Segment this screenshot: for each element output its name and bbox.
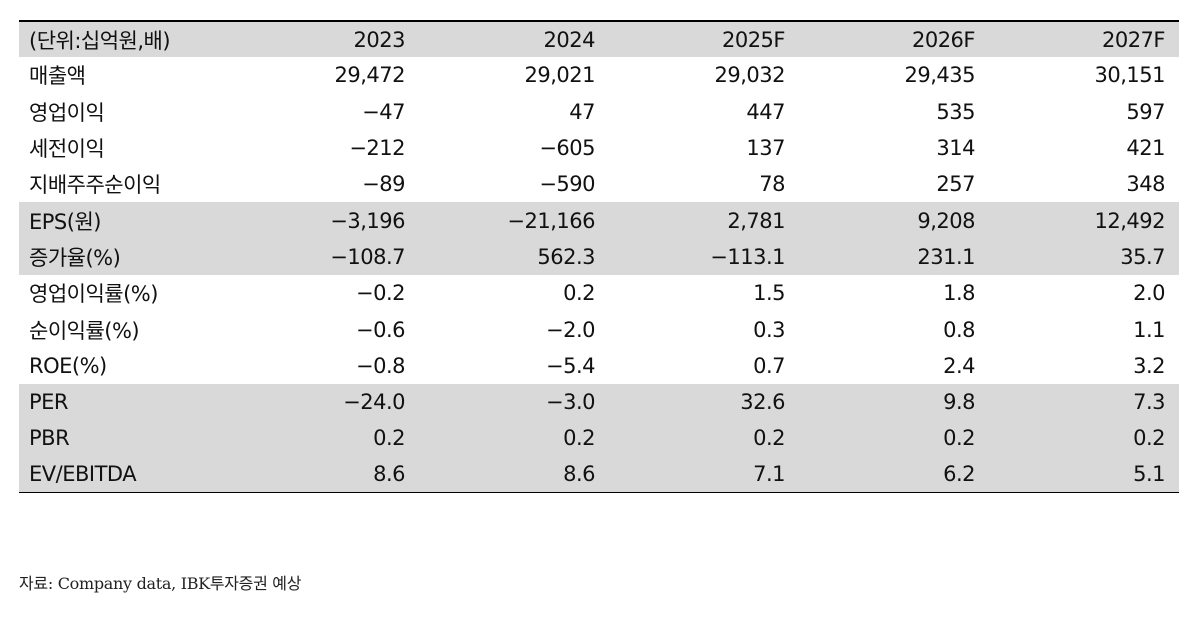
header-unit: (단위:십억원,배)	[29, 28, 171, 53]
table-cell: 1.5	[753, 281, 785, 306]
table-cell: −47	[362, 99, 405, 124]
table-cell: −212	[349, 136, 405, 161]
row-label: 지배주주순이익	[29, 173, 161, 198]
header-year: 2024	[543, 27, 596, 52]
table-row: 세전이익 −212 −605 137 314 421	[19, 130, 1179, 166]
table-cell: 8.6	[373, 462, 405, 487]
row-label: 영업이익률(%)	[29, 282, 158, 307]
table-cell: −89	[362, 172, 405, 197]
table-cell: 35.7	[1120, 244, 1165, 269]
table-row: PBR 0.2 0.2 0.2 0.2 0.2	[19, 420, 1179, 457]
header-year: 2023	[353, 27, 406, 52]
table-cell: −21,166	[507, 208, 595, 233]
table-cell: 0.2	[943, 426, 975, 451]
table-cell: 562.3	[537, 244, 595, 269]
table-cell: 32.6	[740, 390, 785, 415]
table-row: 순이익률(%) −0.6 −2.0 0.3 0.8 1.1	[19, 311, 1179, 347]
financial-summary-table-container: (단위:십억원,배) 2023 2024 2025F 2026F 2027F 매…	[19, 20, 1179, 493]
table-cell: −113.1	[710, 244, 785, 269]
table-cell: 78	[759, 172, 785, 197]
table-cell: 231.1	[917, 244, 975, 269]
table-cell: 535	[936, 99, 975, 124]
table-cell: 2.0	[1133, 281, 1165, 306]
header-year: 2027F	[1101, 27, 1166, 52]
table-cell: 314	[936, 136, 975, 161]
table-cell: 348	[1126, 172, 1165, 197]
row-label: PER	[29, 390, 69, 415]
financial-summary-table: (단위:십억원,배) 2023 2024 2025F 2026F 2027F 매…	[19, 20, 1179, 493]
row-label: 증가율(%)	[29, 245, 121, 270]
table-cell: −605	[539, 136, 595, 161]
table-cell: 12,492	[1094, 208, 1166, 233]
table-cell: −2.0	[546, 317, 596, 342]
table-row: 영업이익률(%) −0.2 0.2 1.5 1.8 2.0	[19, 275, 1179, 311]
table-row: ROE(%) −0.8 −5.4 0.7 2.4 3.2	[19, 348, 1179, 384]
table-cell: 0.8	[943, 317, 975, 342]
table-cell: 1.8	[943, 281, 975, 306]
table-cell: 47	[569, 99, 595, 124]
table-cell: −0.6	[356, 317, 406, 342]
table-cell: 5.1	[1133, 462, 1165, 487]
row-label: 매출액	[29, 64, 86, 89]
row-label: EV/EBITDA	[29, 462, 137, 487]
table-header: (단위:십억원,배) 2023 2024 2025F 2026F 2027F	[19, 21, 1179, 58]
table-cell: 30,151	[1094, 63, 1166, 88]
table-cell: 257	[936, 172, 975, 197]
table-cell: 3.2	[1133, 353, 1165, 378]
table-cell: 9.8	[943, 390, 975, 415]
table-cell: 421	[1126, 136, 1165, 161]
table-row: 매출액 29,472 29,021 29,032 29,435 30,151	[19, 57, 1179, 93]
table-cell: 0.3	[753, 317, 785, 342]
table-cell: −5.4	[546, 353, 596, 378]
table-cell: 0.2	[373, 426, 405, 451]
header-row: (단위:십억원,배) 2023 2024 2025F 2026F 2027F	[19, 21, 1179, 58]
header-year: 2025F	[721, 27, 786, 52]
table-cell: 0.7	[753, 353, 785, 378]
row-label: 세전이익	[29, 137, 105, 162]
table-cell: 6.2	[943, 462, 975, 487]
row-label: 순이익률(%)	[29, 318, 140, 343]
table-cell: −24.0	[343, 390, 405, 415]
table-cell: 7.3	[1133, 390, 1165, 415]
table-cell: 8.6	[563, 462, 595, 487]
table-cell: 2.4	[943, 353, 975, 378]
table-row: EV/EBITDA 8.6 8.6 7.1 6.2 5.1	[19, 456, 1179, 493]
row-label: 영업이익	[29, 100, 105, 125]
table-cell: 9,208	[917, 208, 975, 233]
table-cell: −3.0	[546, 390, 596, 415]
table-cell: 29,435	[904, 63, 976, 88]
table-row: 증가율(%) −108.7 562.3 −113.1 231.1 35.7	[19, 238, 1179, 276]
table-cell: 0.2	[563, 426, 595, 451]
table-cell: 29,472	[334, 63, 406, 88]
table-cell: −108.7	[330, 244, 405, 269]
table-cell: −0.8	[356, 353, 406, 378]
table-cell: 597	[1126, 99, 1165, 124]
table-row: EPS(원) −3,196 −21,166 2,781 9,208 12,492	[19, 202, 1179, 239]
table-body: 매출액 29,472 29,021 29,032 29,435 30,151 영업이익 −47…	[19, 57, 1179, 493]
table-row: 지배주주순이익 −89 −590 78 257 348	[19, 166, 1179, 202]
row-label: PBR	[29, 426, 70, 451]
table-cell: −590	[539, 172, 595, 197]
table-cell: 0.2	[563, 281, 595, 306]
source-note: 자료: Company data, IBK투자증권 예상	[19, 574, 302, 593]
table-row: PER −24.0 −3.0 32.6 9.8 7.3	[19, 383, 1179, 421]
table-cell: 2,781	[727, 208, 785, 233]
table-cell: 7.1	[753, 462, 785, 487]
table-cell: −0.2	[356, 281, 406, 306]
header-year: 2026F	[911, 27, 976, 52]
table-row: 영업이익 −47 47 447 535 597	[19, 94, 1179, 130]
table-cell: 29,032	[714, 63, 786, 88]
table-cell: 0.2	[753, 426, 785, 451]
row-label: ROE(%)	[29, 353, 107, 378]
table-cell: 447	[746, 99, 785, 124]
table-cell: 1.1	[1133, 317, 1165, 342]
table-cell: −3,196	[330, 208, 405, 233]
table-cell: 137	[746, 136, 785, 161]
table-cell: 0.2	[1133, 426, 1165, 451]
row-label: EPS(원)	[29, 209, 101, 234]
table-cell: 29,021	[524, 63, 596, 88]
